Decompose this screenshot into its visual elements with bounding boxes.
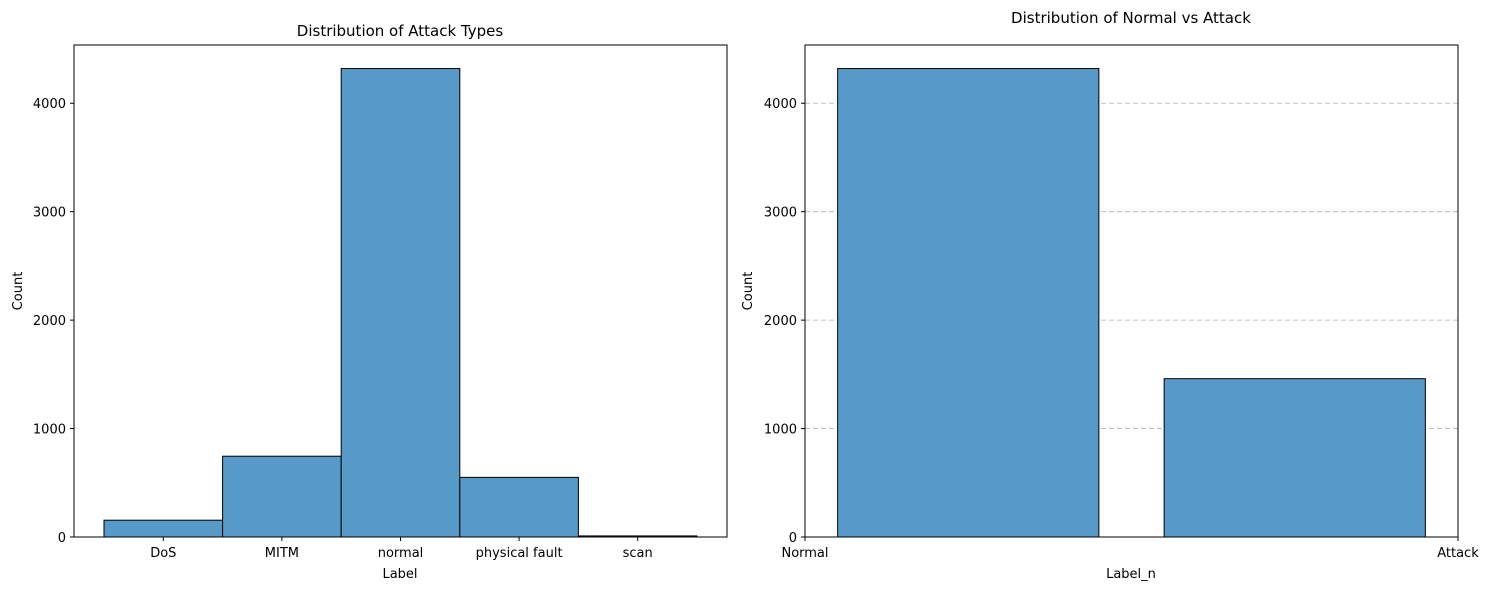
chart2-ytick-label: 3000 [764,206,797,221]
chart1-ytick-label: 0 [58,531,66,546]
chart-attack-types: Distribution of Attack Types 0 1000 2000 30… [11,22,728,582]
chart1-xtick-label: DoS [150,546,176,561]
chart-normal-vs-attack: Distribution of Normal vs Attack 0 1000 20… [741,9,1479,582]
chart2-title: Distribution of Normal vs Attack [1011,9,1251,27]
chart1-ytick-label: 2000 [33,314,66,329]
chart2-y-ticks: 0 1000 2000 3000 4000 [764,97,805,546]
chart1-xlabel: Label [382,567,417,582]
chart2-x-ticks: Normal Attack [781,537,1479,561]
chart2-xtick-label: Attack [1437,546,1479,561]
chart2-bar-attack [1163,378,1426,538]
chart1-bars [103,68,698,538]
chart1-bar-mitm [222,455,342,538]
chart2-ytick-label: 0 [789,531,797,546]
chart1-ylabel: Count [11,272,26,311]
chart1-ytick-label: 3000 [33,206,66,221]
chart2-ytick-label: 4000 [764,97,797,112]
chart1-y-ticks: 0 1000 2000 3000 4000 [33,97,74,546]
chart1-xtick-label: physical fault [476,546,563,561]
chart2-bars [837,68,1426,538]
chart1-bar-normal [340,68,461,538]
chart1-x-ticks: DoS MITM normal physical fault scan [150,537,653,561]
chart1-xtick-label: normal [378,546,424,561]
chart1-ytick-label: 1000 [33,423,66,438]
chart2-xlabel: Label_n [1106,567,1156,582]
chart1-title: Distribution of Attack Types [297,22,504,40]
chart1-bar-physical-fault [459,476,579,538]
chart2-ytick-label: 2000 [764,314,797,329]
chart1-xtick-label: scan [623,546,653,561]
chart1-ytick-label: 4000 [33,97,66,112]
chart2-frame [804,44,1459,538]
chart2-ytick-label: 1000 [764,423,797,438]
chart1-bar-dos [103,519,224,538]
chart2-ylabel: Count [741,272,756,311]
chart2-bar-normal [837,68,1100,538]
chart2-xtick-label: Normal [781,546,828,561]
chart1-xtick-label: MITM [265,546,299,561]
